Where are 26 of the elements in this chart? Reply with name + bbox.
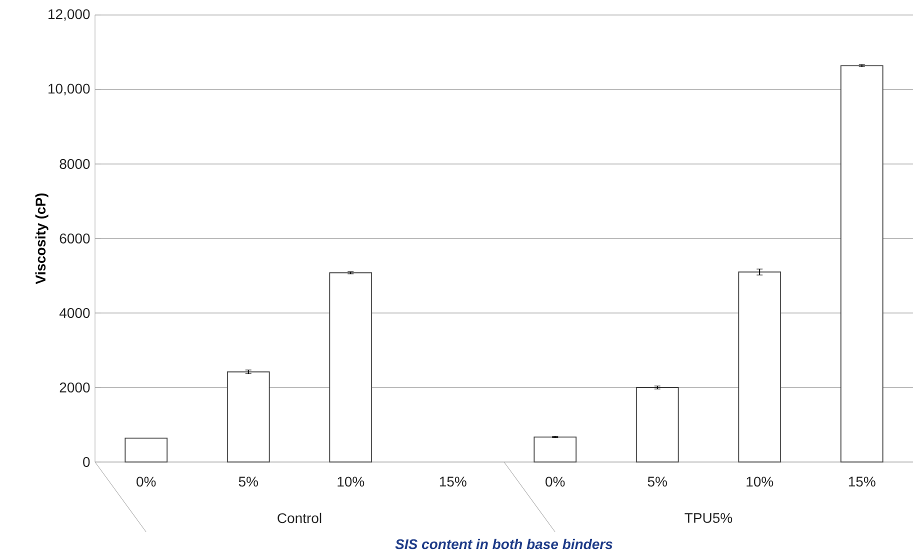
x-tick-label: 10% bbox=[338, 476, 364, 487]
bar bbox=[329, 272, 372, 462]
bar bbox=[738, 272, 782, 462]
y-tick-label: 4000 bbox=[59, 308, 90, 318]
bar bbox=[534, 436, 577, 462]
x-axis-title: SIS content in both base binders bbox=[395, 538, 612, 550]
bar bbox=[226, 371, 270, 462]
bar bbox=[636, 387, 679, 462]
bar bbox=[840, 65, 884, 462]
y-tick-label: 8000 bbox=[60, 159, 90, 169]
y-axis-title: Viscosity (cP) bbox=[35, 193, 48, 284]
x-tick-label: 15% bbox=[440, 476, 466, 487]
x-tick-label: 10% bbox=[746, 476, 774, 487]
x-tick-label: 5% bbox=[648, 476, 667, 487]
x-tick-label: 0% bbox=[546, 476, 565, 487]
y-tick-label: 2000 bbox=[60, 382, 90, 392]
y-tick-label: 12,000 bbox=[48, 9, 90, 21]
text: TPU5% bbox=[684, 513, 732, 523]
x-tick-label: 15% bbox=[848, 476, 876, 487]
x-tick-label: 5% bbox=[238, 476, 258, 487]
y-tick-label: 6000 bbox=[60, 234, 90, 244]
y-tick-label: 10,000 bbox=[48, 84, 90, 96]
text: Control bbox=[278, 512, 322, 524]
y-tick-label: 0 bbox=[83, 457, 90, 467]
bar bbox=[124, 438, 168, 462]
x-tick-label: 0% bbox=[136, 476, 156, 487]
